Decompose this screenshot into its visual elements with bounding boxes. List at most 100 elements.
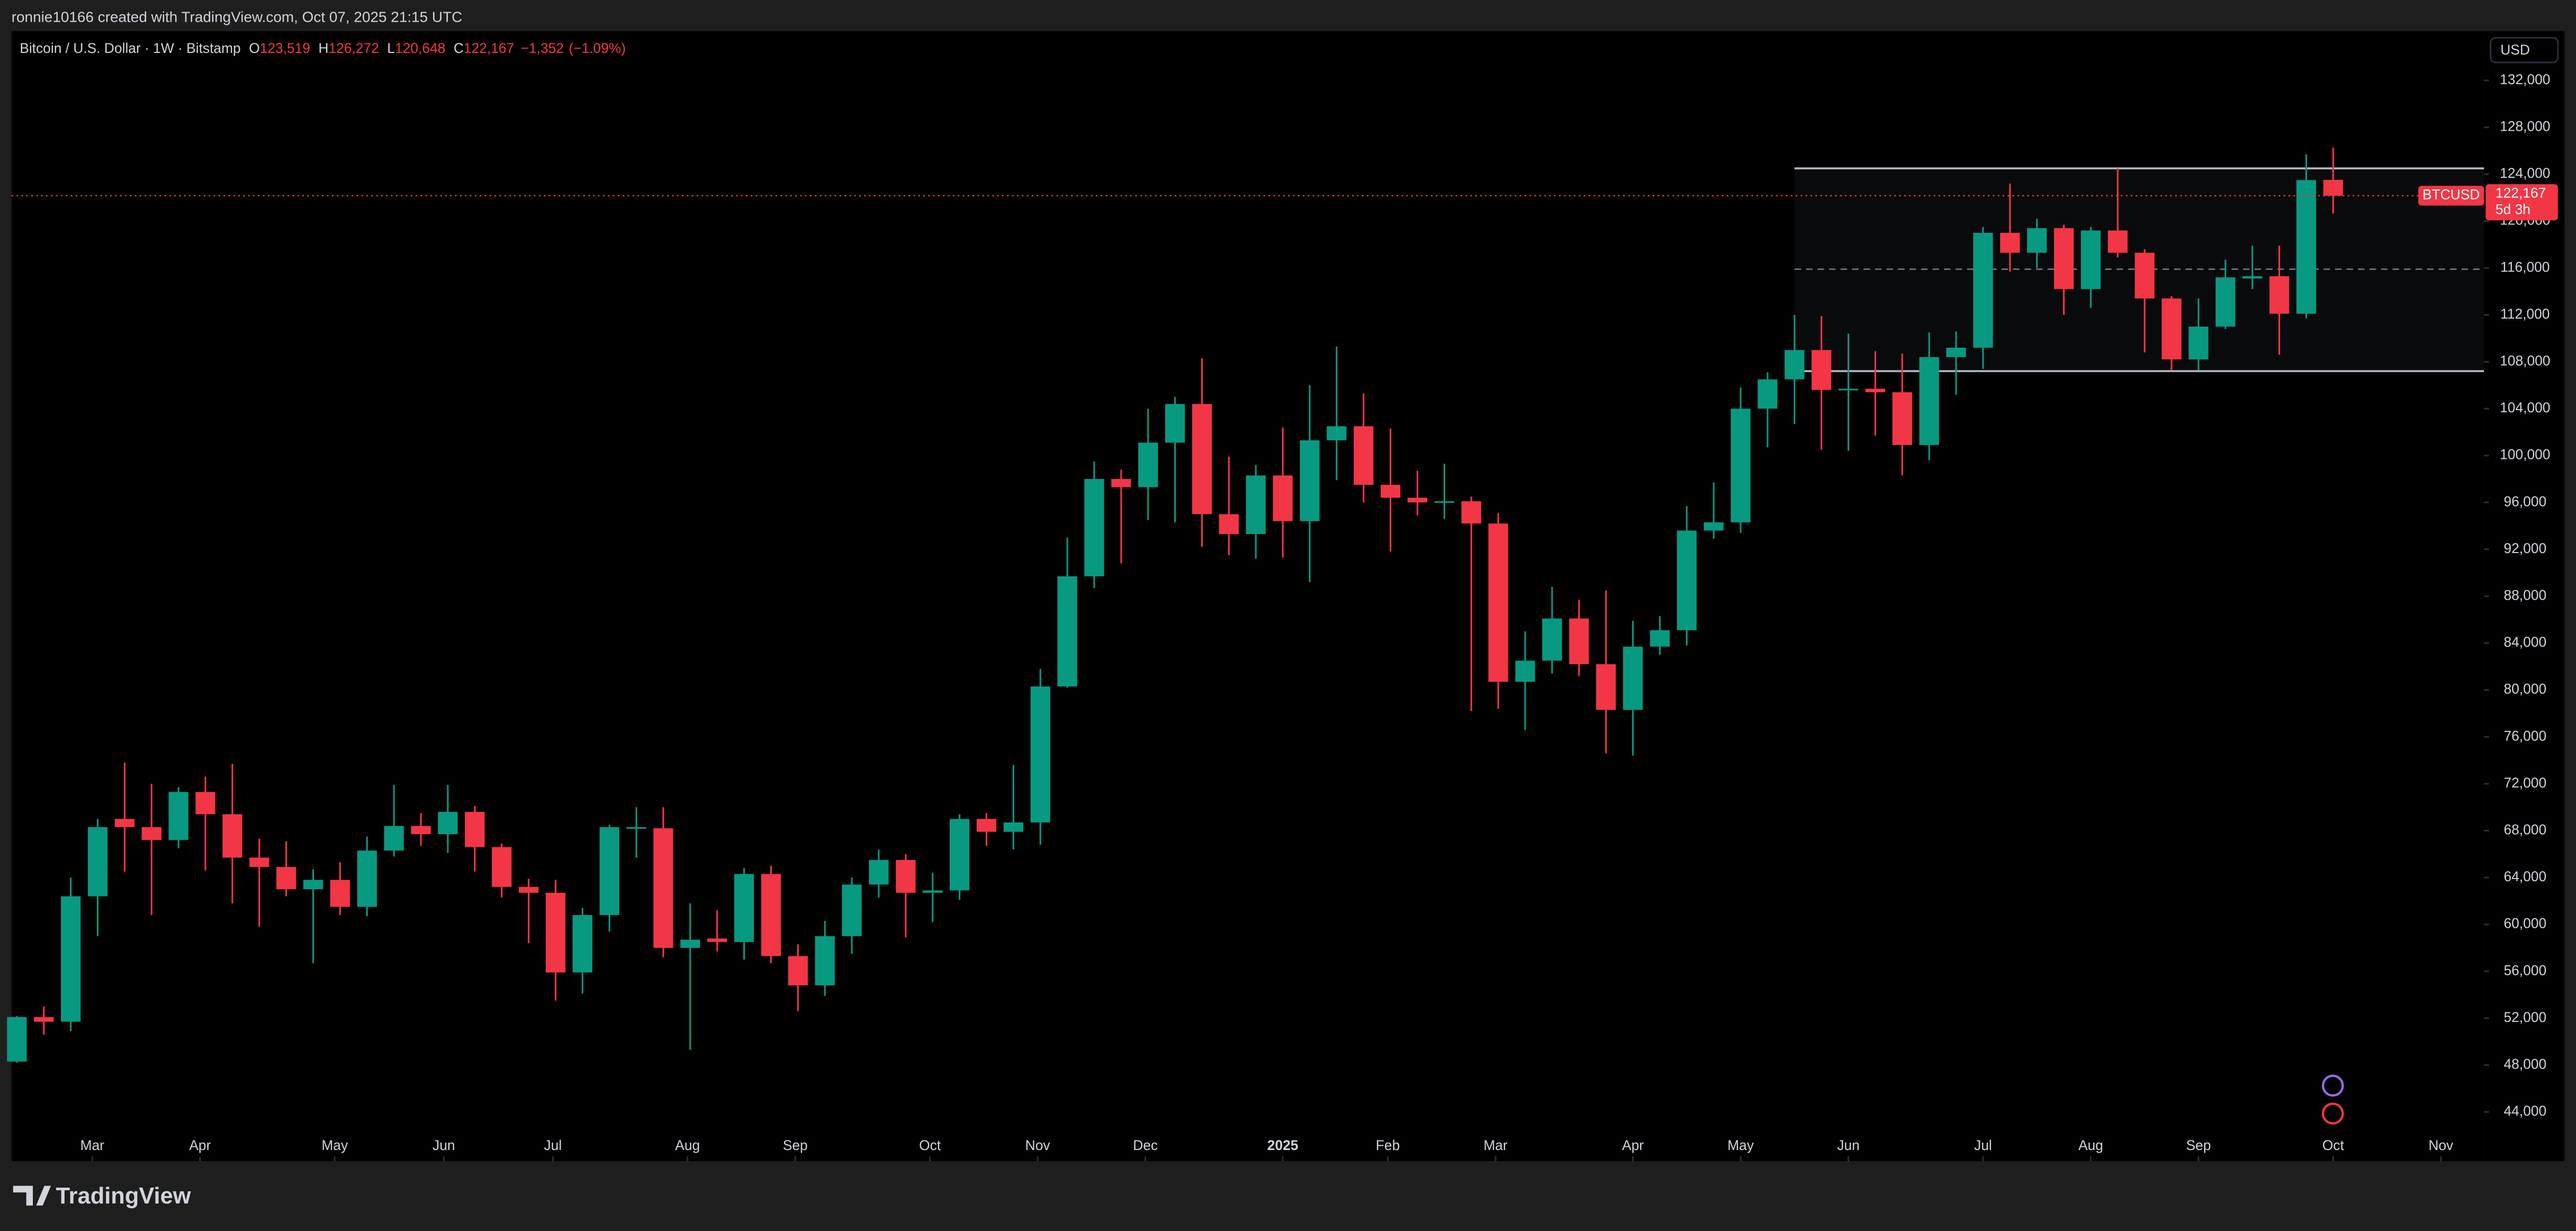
candle-body: [1704, 522, 1724, 531]
candle-body: [1515, 660, 1535, 682]
y-tick-label: 128,000: [2500, 119, 2550, 134]
symbol-tag: [2418, 186, 2484, 206]
candle-body: [1838, 388, 1859, 391]
candle-body: [1812, 350, 1832, 390]
candle-body: [1542, 618, 1562, 661]
x-tick-label: Aug: [675, 1137, 700, 1153]
plot-area: [11, 31, 2484, 1162]
candle-body: [2296, 180, 2317, 314]
candle-body: [1030, 686, 1050, 823]
candle-body: [1596, 664, 1616, 710]
candle-body: [653, 828, 673, 948]
candle-body: [869, 859, 889, 885]
candle-body: [1919, 357, 1939, 445]
price-tag: [2485, 184, 2558, 221]
x-tick-label: Nov: [2428, 1137, 2454, 1153]
y-tick-label: 60,000: [2503, 916, 2546, 931]
x-tick-label: Dec: [1133, 1137, 1158, 1153]
y-tick-label: 104,000: [2500, 400, 2550, 415]
candle-body: [1003, 822, 1023, 832]
y-tick-label: 84,000: [2503, 634, 2546, 650]
symbol: Bitcoin / U.S. Dollar · 1W · Bitstamp: [20, 40, 240, 56]
candle-body: [1892, 392, 1912, 445]
candle-body: [1650, 630, 1670, 647]
candle-body: [492, 847, 512, 887]
x-tick-label: Sep: [2186, 1137, 2211, 1153]
event-icon[interactable]: [2321, 1074, 2344, 1097]
candle-body: [2188, 327, 2209, 360]
event-icons: [2321, 1074, 2344, 1125]
candle-body: [2134, 252, 2155, 298]
ohlc-key: H: [319, 40, 329, 56]
candle-body: [1327, 426, 1347, 440]
candle-body: [976, 819, 997, 832]
candle-body: [734, 874, 754, 942]
candle-body: [411, 826, 431, 835]
candle-body: [599, 827, 619, 915]
x-tick-label: May: [321, 1137, 348, 1153]
candle-body: [114, 819, 135, 827]
candle-body: [2053, 228, 2074, 289]
y-tick-label: 108,000: [2500, 353, 2550, 369]
y-tick-label: 112,000: [2500, 306, 2550, 322]
x-tick-label: Mar: [1483, 1137, 1508, 1153]
plot: [7, 79, 2489, 1162]
candle-body: [788, 956, 808, 985]
y-tick-label: 96,000: [2503, 493, 2546, 509]
ohlc-value: 120,648: [395, 40, 445, 56]
y-tick-label: 88,000: [2503, 587, 2546, 603]
logo-mark: [13, 1185, 51, 1206]
candle-body: [1246, 475, 1266, 535]
candle-body: [572, 915, 592, 973]
candle-body: [330, 880, 350, 907]
candle-body: [1300, 440, 1320, 521]
candle-body: [222, 814, 242, 858]
candle-body: [923, 890, 943, 893]
x-tick-label: Apr: [1622, 1137, 1644, 1153]
candle-body: [1111, 479, 1131, 487]
candle-body: [7, 1017, 27, 1062]
candle-body: [168, 792, 188, 840]
x-tick-label: Jun: [1837, 1137, 1859, 1153]
y-tick-label: 124,000: [2500, 165, 2550, 181]
candle-body: [1273, 475, 1293, 521]
candle-body: [896, 859, 916, 893]
candle-body: [141, 827, 161, 840]
candle-body: [438, 812, 458, 835]
ohlc-key: C: [454, 40, 464, 56]
y-tick-label: 100,000: [2500, 447, 2550, 463]
candle-body: [1731, 409, 1751, 522]
candle-body: [1461, 501, 1481, 524]
candle-body: [545, 892, 566, 973]
x-tick-label: Jun: [433, 1137, 455, 1153]
y-tick-label: 132,000: [2500, 71, 2550, 87]
candle-body: [2323, 179, 2343, 196]
candle-body: [1946, 347, 1966, 357]
candle-body: [34, 1017, 54, 1022]
y-tick-label: 116,000: [2500, 259, 2550, 275]
x-tick-label: Feb: [1376, 1137, 1400, 1153]
candle-body: [1219, 514, 1239, 535]
event-icon[interactable]: [2321, 1102, 2344, 1125]
change-pct: (−1.09%): [569, 40, 626, 56]
candle-body: [1434, 501, 1454, 503]
candle-body: [1165, 404, 1185, 443]
x-tick-label: Sep: [783, 1137, 808, 1153]
legend-line: Bitcoin / U.S. Dollar · 1W · Bitstamp O12…: [20, 40, 626, 56]
y-tick-label: 80,000: [2503, 681, 2546, 697]
candle-body: [626, 827, 646, 829]
candle-body: [518, 886, 539, 893]
y-tick-label: 92,000: [2503, 540, 2546, 556]
candle-body: [1380, 485, 1401, 498]
ohlc-key: L: [387, 40, 395, 56]
candle-body: [842, 884, 862, 936]
ohlc-value: 122,167: [464, 40, 514, 56]
currency-button[interactable]: [2490, 37, 2559, 64]
currency-label[interactable]: USD: [2500, 42, 2530, 58]
x-tick-label: Nov: [1025, 1137, 1051, 1153]
candle-body: [2027, 228, 2047, 253]
candle-body: [1865, 388, 1886, 393]
x-tick-label: Apr: [189, 1137, 211, 1153]
ohlc-value: 123,519: [260, 40, 310, 56]
